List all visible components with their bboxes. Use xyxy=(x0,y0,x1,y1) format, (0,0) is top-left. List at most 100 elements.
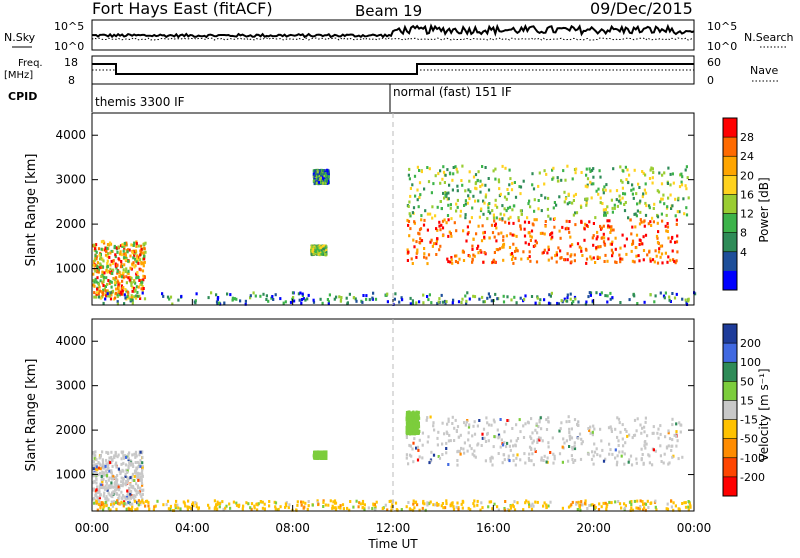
data-cell xyxy=(282,301,285,305)
data-cell xyxy=(602,232,605,236)
data-cell xyxy=(495,216,498,220)
data-cell xyxy=(552,452,555,456)
data-cell xyxy=(530,295,534,298)
velocity-cbar-label: Velocity [m s⁻¹] xyxy=(757,368,771,461)
data-cell xyxy=(565,439,568,443)
data-cell xyxy=(108,255,111,259)
data-cell xyxy=(422,301,425,305)
data-cell xyxy=(125,241,128,245)
data-cell xyxy=(543,501,546,505)
data-cell xyxy=(473,254,476,258)
data-cell xyxy=(563,258,566,262)
data-cell xyxy=(123,502,126,506)
data-cell xyxy=(447,463,450,466)
data-cell xyxy=(420,214,423,218)
data-cell xyxy=(413,426,416,430)
data-cell xyxy=(494,203,497,207)
data-cell xyxy=(523,234,527,238)
data-cell xyxy=(140,287,143,291)
data-cell xyxy=(134,450,138,454)
data-cell xyxy=(119,472,122,476)
data-cell xyxy=(443,218,446,222)
data-cell xyxy=(117,280,120,284)
data-cell xyxy=(140,481,144,485)
beam-label: Beam 19 xyxy=(355,2,422,20)
data-cell xyxy=(386,300,389,304)
data-cell xyxy=(549,451,552,454)
data-cell xyxy=(456,198,459,202)
data-cell xyxy=(100,465,103,469)
data-cell xyxy=(253,506,256,510)
data-cell xyxy=(480,207,483,211)
data-cell xyxy=(615,261,618,264)
data-cell xyxy=(540,456,543,460)
data-cell xyxy=(329,499,332,503)
data-cell xyxy=(323,249,327,252)
data-cell xyxy=(125,468,128,472)
data-cell xyxy=(631,225,634,229)
data-cell xyxy=(597,508,601,511)
data-cell xyxy=(105,495,108,499)
data-cell xyxy=(331,504,334,508)
data-cell xyxy=(321,450,324,454)
data-cell xyxy=(471,247,474,251)
data-cell xyxy=(142,274,145,278)
data-cell xyxy=(573,444,576,448)
data-cell xyxy=(600,236,603,240)
data-cell xyxy=(666,260,669,264)
data-cell xyxy=(647,506,650,509)
data-cell xyxy=(642,461,645,465)
data-cell xyxy=(318,249,321,253)
data-cell xyxy=(306,297,309,301)
data-cell xyxy=(363,503,366,507)
data-cell xyxy=(103,491,106,495)
data-cell xyxy=(116,293,119,297)
data-cell xyxy=(167,507,170,511)
data-cell xyxy=(594,216,597,220)
data-cell xyxy=(169,507,172,511)
data-cell xyxy=(675,240,679,244)
data-cell xyxy=(325,174,328,178)
data-cell xyxy=(332,506,335,510)
data-cell xyxy=(568,427,571,431)
data-cell xyxy=(130,243,133,247)
data-cell xyxy=(614,448,617,452)
data-cell xyxy=(406,429,409,433)
data-cell xyxy=(110,456,113,459)
data-cell xyxy=(108,484,111,488)
data-cell xyxy=(607,224,610,228)
data-cell xyxy=(144,250,147,254)
data-cell xyxy=(633,499,636,503)
data-cell xyxy=(527,242,530,246)
data-cell xyxy=(115,465,118,469)
data-cell xyxy=(338,295,341,299)
data-cell xyxy=(123,495,126,499)
data-cell xyxy=(651,463,654,467)
data-cell xyxy=(174,506,177,510)
data-cell xyxy=(556,301,559,305)
data-cell xyxy=(549,500,552,504)
data-cell xyxy=(452,505,455,509)
data-cell xyxy=(259,294,262,298)
data-cell xyxy=(598,256,601,260)
data-cell xyxy=(502,258,505,262)
data-cell xyxy=(122,469,125,473)
data-cell xyxy=(95,257,98,261)
data-cell xyxy=(480,501,483,505)
data-cell xyxy=(671,204,674,208)
colorbar-tick-label: 24 xyxy=(740,150,754,163)
data-cell xyxy=(641,500,644,503)
data-cell xyxy=(132,261,135,265)
data-cell xyxy=(135,272,138,276)
data-cell xyxy=(394,501,398,505)
data-cell xyxy=(552,461,555,465)
data-cell xyxy=(464,213,467,217)
data-cell xyxy=(445,502,448,506)
data-cell xyxy=(660,182,664,186)
data-cell xyxy=(136,501,139,505)
data-cell xyxy=(528,452,531,456)
data-cell xyxy=(531,452,534,456)
data-cell xyxy=(96,468,99,472)
data-cell xyxy=(435,227,438,231)
data-cell xyxy=(114,475,117,479)
